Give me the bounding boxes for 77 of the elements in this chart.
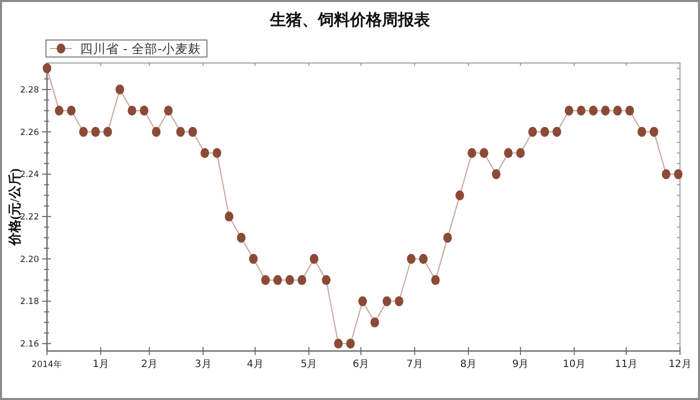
x-tick-label: 8月 [460, 359, 477, 370]
point [504, 148, 513, 158]
y-tick-label: 2.26 [20, 128, 39, 138]
point [164, 106, 173, 116]
y-tick-label: 2.20 [20, 254, 39, 265]
point [310, 254, 318, 264]
point [103, 126, 112, 137]
y-tick-label: 2.18 [20, 297, 39, 308]
y-tick-label: 2.16 [20, 340, 39, 350]
point [613, 106, 622, 116]
x-tick-label: 2014年 [32, 359, 62, 370]
point [455, 190, 464, 200]
y-tick-label: 2.24 [20, 170, 39, 180]
point [528, 126, 537, 137]
point [66, 106, 76, 116]
point [261, 275, 270, 286]
point [298, 275, 306, 286]
chart-title: 生猪、饲料价格周报表 [269, 11, 431, 29]
x-tick-label: 1月 [92, 359, 109, 370]
point [358, 296, 367, 306]
legend: 四川省 - 全部-小麦麸 [46, 40, 208, 58]
point [674, 169, 683, 180]
point [334, 338, 343, 349]
y-axis-title: 价格(元/公斤) [7, 168, 22, 247]
point [650, 126, 658, 137]
point [431, 275, 440, 286]
point [188, 126, 197, 137]
x-tick-label: 3月 [194, 359, 212, 370]
x-tick-label: 10月 [562, 359, 586, 370]
point [576, 106, 586, 116]
point [540, 126, 550, 137]
point [273, 275, 282, 286]
point [42, 63, 52, 74]
point [382, 296, 392, 306]
point [419, 254, 428, 264]
point [79, 126, 88, 137]
point [236, 232, 246, 243]
point [128, 106, 136, 116]
x-tick-label: 7月 [406, 359, 423, 370]
x-tick-label: 11月 [614, 359, 638, 370]
point [116, 84, 124, 94]
point [552, 126, 562, 137]
point [516, 148, 525, 158]
x-tick-label: 12月 [668, 359, 692, 370]
point [394, 296, 404, 306]
point [140, 106, 148, 116]
point [370, 317, 380, 328]
point [91, 126, 100, 137]
point [492, 169, 500, 180]
point [212, 148, 222, 158]
x-tick-label: 2月 [141, 359, 158, 370]
point [468, 148, 476, 158]
point [588, 106, 598, 116]
x-tick-label: 6月 [352, 359, 370, 370]
point [564, 106, 574, 116]
x-tick-label: 4月 [246, 359, 264, 370]
point [638, 126, 646, 137]
point [601, 106, 610, 116]
point [480, 148, 488, 158]
point [443, 232, 452, 243]
x-tick-label: 9月 [512, 359, 529, 370]
x-tick-label: 5月 [300, 359, 318, 370]
point [625, 106, 634, 116]
point [662, 169, 670, 180]
point [249, 254, 258, 264]
point [224, 212, 234, 222]
point [346, 338, 355, 349]
point [152, 126, 161, 137]
point [54, 106, 64, 116]
legend-label: 四川省 - 全部-小麦麸 [80, 41, 201, 56]
point [176, 126, 185, 137]
point [322, 275, 331, 286]
point [285, 275, 294, 286]
point [200, 148, 210, 158]
y-tick-label: 2.28 [20, 85, 39, 96]
y-tick-label: 2.22 [20, 212, 39, 223]
point [406, 254, 416, 264]
